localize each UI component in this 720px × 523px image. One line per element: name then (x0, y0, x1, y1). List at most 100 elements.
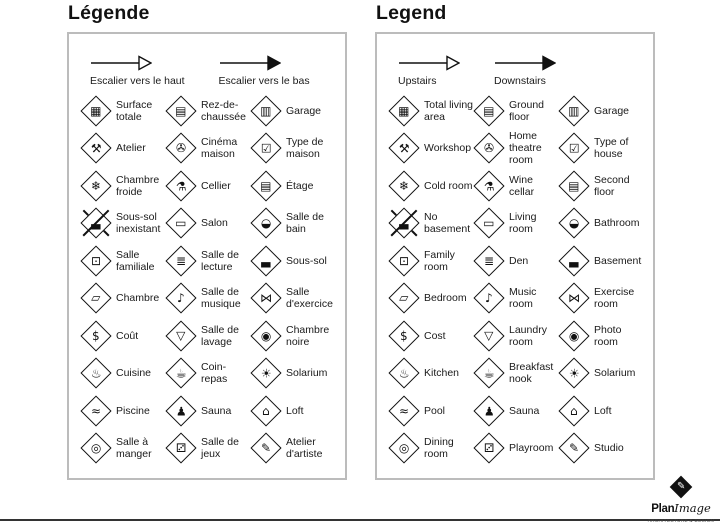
legend-item: ♨ Cuisine (80, 355, 166, 393)
upstairs-arrow-block: Escalier vers le haut (90, 55, 185, 87)
laundry-room-icon: ▽ (165, 320, 197, 352)
legend-item: ⋈ Exercise room (558, 280, 645, 318)
diamond-frame: ❄ (80, 170, 112, 202)
legend-item-label: Family room (424, 248, 455, 273)
legend-item: ≣ Salle de lecture (165, 242, 251, 280)
legend-item: ✇ Home theatre room (473, 130, 559, 168)
diamond-frame: ⊡ (388, 245, 420, 277)
wine-cellar-icon: ⚗ (473, 170, 505, 202)
legend-item-label: Salle de lavage (201, 323, 239, 348)
legend-item: ▭ Living room (473, 205, 559, 243)
total-living-area-icon: ▦ (80, 95, 112, 127)
bedroom-icon: ▱ (388, 282, 420, 314)
diamond-frame: ♪ (165, 282, 197, 314)
diamond-frame: ♨ (80, 357, 112, 389)
diamond-frame: ⚗ (165, 170, 197, 202)
upstairs-arrow-block: Upstairs (398, 55, 460, 87)
arrow-row-english: Upstairs Downstairs (377, 34, 653, 87)
diamond-frame: ❄ (388, 170, 420, 202)
legend-item: $ Coût (80, 317, 166, 355)
legend-item: ✎ Atelier d'artiste (250, 430, 337, 468)
legend-item-label: Ground floor (509, 98, 545, 123)
diamond-frame: ▦ (388, 95, 420, 127)
legend-item: ⚗ Cellier (165, 167, 251, 205)
diamond-frame: ⌂ (250, 395, 282, 427)
workshop-icon: ⚒ (80, 132, 112, 164)
legend-item: ⚒ Atelier (80, 130, 166, 168)
up-arrow-icon (399, 55, 460, 71)
legend-item: ⌂ Loft (558, 392, 645, 430)
legend-item-label: Atelier d'artiste (286, 436, 323, 461)
legend-item-label: Total living area (424, 98, 474, 123)
diamond-frame: ▃ (388, 207, 420, 239)
legend-item-label: Kitchen (424, 367, 460, 380)
legend-item: ✇ Cinéma maison (165, 130, 251, 168)
up-arrow-icon (91, 55, 152, 71)
diamond-frame: ✎ (250, 432, 282, 464)
legend-item-label: Sauna (509, 404, 540, 417)
diamond-frame: ⋈ (250, 282, 282, 314)
legend-item-label: Salle de lecture (201, 248, 239, 273)
diamond-frame: ▤ (165, 95, 197, 127)
bedroom-icon: ▱ (80, 282, 112, 314)
diamond-frame: ▽ (473, 320, 505, 352)
diamond-frame: ≣ (165, 245, 197, 277)
diamond-frame: ◉ (250, 320, 282, 352)
kitchen-icon: ♨ (80, 357, 112, 389)
legend-item: ◎ Salle à manger (80, 430, 166, 468)
legend-item-label: Solarium (286, 367, 328, 380)
panel-title-french: Légende (68, 2, 150, 24)
legend-item: ▥ Garage (558, 92, 645, 130)
no-basement-icon: ▃ (80, 207, 112, 239)
cold-room-icon: ❄ (80, 170, 112, 202)
legend-item: ❄ Chambre froide (80, 167, 166, 205)
diamond-frame: $ (388, 320, 420, 352)
legend-item: ▤ Étage (250, 167, 337, 205)
legend-item-label: Cost (424, 329, 446, 342)
legend-item-label: Photo room (594, 323, 622, 348)
legend-item-label: No basement (424, 211, 471, 236)
legend-item: ▤ Ground floor (473, 92, 559, 130)
studio-icon: ✎ (250, 432, 282, 464)
diamond-frame: ☑ (250, 132, 282, 164)
logo-tagline: ARCHITECTURE & DESIGN (647, 518, 715, 523)
legend-item: ⚒ Workshop (388, 130, 474, 168)
arrow-label: Downstairs (494, 75, 546, 87)
legend-item-label: Laundry room (509, 323, 547, 348)
exercise-room-icon: ⋈ (250, 282, 282, 314)
legend-item-label: Coin-repas (201, 361, 228, 386)
downstairs-arrow-block: Downstairs (494, 55, 556, 87)
diamond-frame: ⋈ (558, 282, 590, 314)
loft-icon: ⌂ (250, 395, 282, 427)
legend-item-label: Solarium (594, 367, 636, 380)
legend-item: ♪ Music room (473, 280, 559, 318)
legend-item: ▤ Second floor (558, 167, 645, 205)
legend-item: ⚂ Playroom (473, 430, 559, 468)
type-of-house-icon: ☑ (250, 132, 282, 164)
legend-item-label: Home theatre room (509, 130, 542, 167)
legend-box-french: Escalier vers le haut Escalier vers le b… (67, 32, 347, 480)
diamond-frame: ≈ (80, 395, 112, 427)
home-theatre-icon: ✇ (473, 132, 505, 164)
arrow-label: Upstairs (398, 75, 437, 87)
legend-item: $ Cost (388, 317, 474, 355)
bathroom-icon: ◒ (250, 207, 282, 239)
down-arrow-icon (219, 55, 281, 71)
legend-item-label: Cold room (424, 179, 473, 192)
cost-icon: $ (80, 320, 112, 352)
no-basement-icon: ▃ (388, 207, 420, 239)
legend-item-label: Pool (424, 404, 446, 417)
downstairs-arrow-block: Escalier vers le bas (219, 55, 310, 87)
legend-item-label: Cinéma maison (201, 136, 238, 161)
diamond-frame: ♟ (165, 395, 197, 427)
legend-item: ◒ Salle de bain (250, 205, 337, 243)
photo-room-icon: ◉ (250, 320, 282, 352)
legend-item-label: Dining room (424, 436, 454, 461)
diamond-frame: ▃ (558, 245, 590, 277)
logo-image-text: Image (674, 501, 711, 515)
diamond-frame: ⊡ (80, 245, 112, 277)
legend-item: ▃ Basement (558, 242, 645, 280)
second-floor-icon: ▤ (558, 170, 590, 202)
diamond-frame: ◉ (558, 320, 590, 352)
workshop-icon: ⚒ (388, 132, 420, 164)
